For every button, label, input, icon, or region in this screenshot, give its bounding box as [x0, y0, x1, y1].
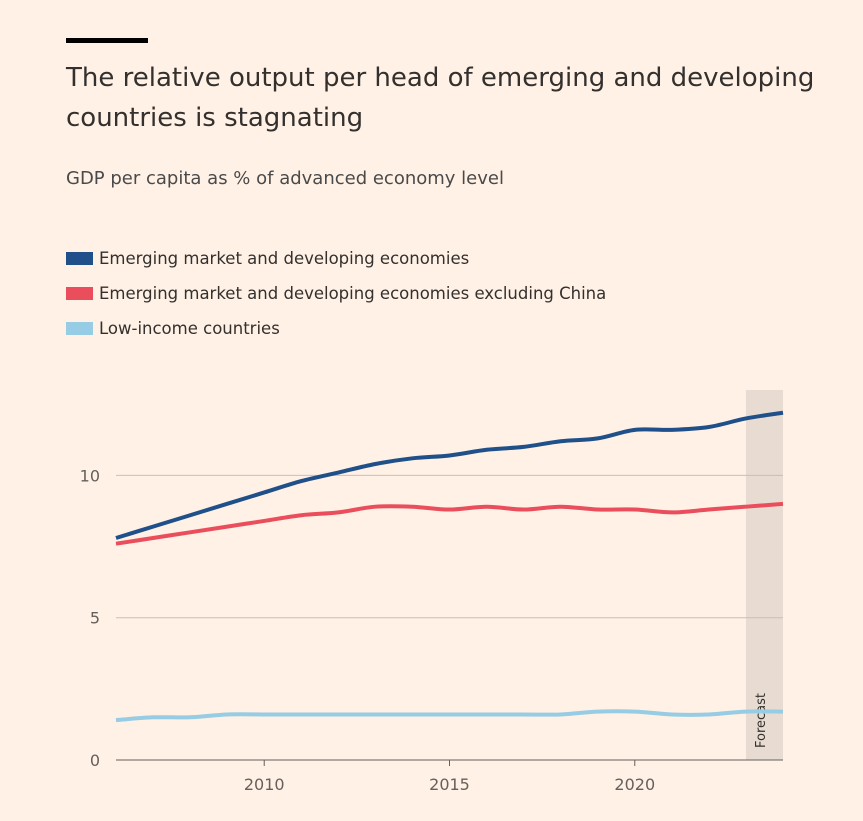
ft-top-rule — [66, 38, 148, 43]
series-line-emde-ex-china — [115, 501, 784, 546]
legend: Emerging market and developing economies… — [66, 241, 606, 346]
series-line-emde — [115, 410, 784, 540]
chart-title: The relative output per head of emerging… — [66, 63, 815, 133]
x-tick-label-2020: 2020 — [614, 775, 655, 794]
legend-swatch-low-income — [66, 322, 93, 335]
x-tick-label-2015: 2015 — [429, 775, 470, 794]
y-tick-label-10: 10 — [80, 466, 100, 485]
legend-item-emde: Emerging market and developing economies — [66, 241, 606, 276]
legend-label-low-income: Low-income countries — [99, 319, 280, 338]
legend-label-emde-ex-china: Emerging market and developing economies… — [99, 284, 607, 303]
chart-subtitle: GDP per capita as % of advanced economy … — [66, 168, 504, 189]
y-tick-label-5: 5 — [90, 609, 100, 628]
x-tick-label-2010: 2010 — [244, 775, 285, 794]
forecast-band — [745, 390, 783, 760]
legend-item-low-income: Low-income countries — [66, 311, 606, 346]
legend-item-emde-ex-china: Emerging market and developing economies… — [66, 276, 606, 311]
legend-swatch-emde-ex-china — [66, 287, 93, 300]
series-line-low-income — [115, 709, 784, 723]
y-tick-label-0: 0 — [90, 751, 100, 770]
legend-label-emde: Emerging market and developing economies — [99, 249, 470, 268]
forecast-label: Forecast — [754, 693, 769, 748]
legend-swatch-emde — [66, 252, 93, 265]
